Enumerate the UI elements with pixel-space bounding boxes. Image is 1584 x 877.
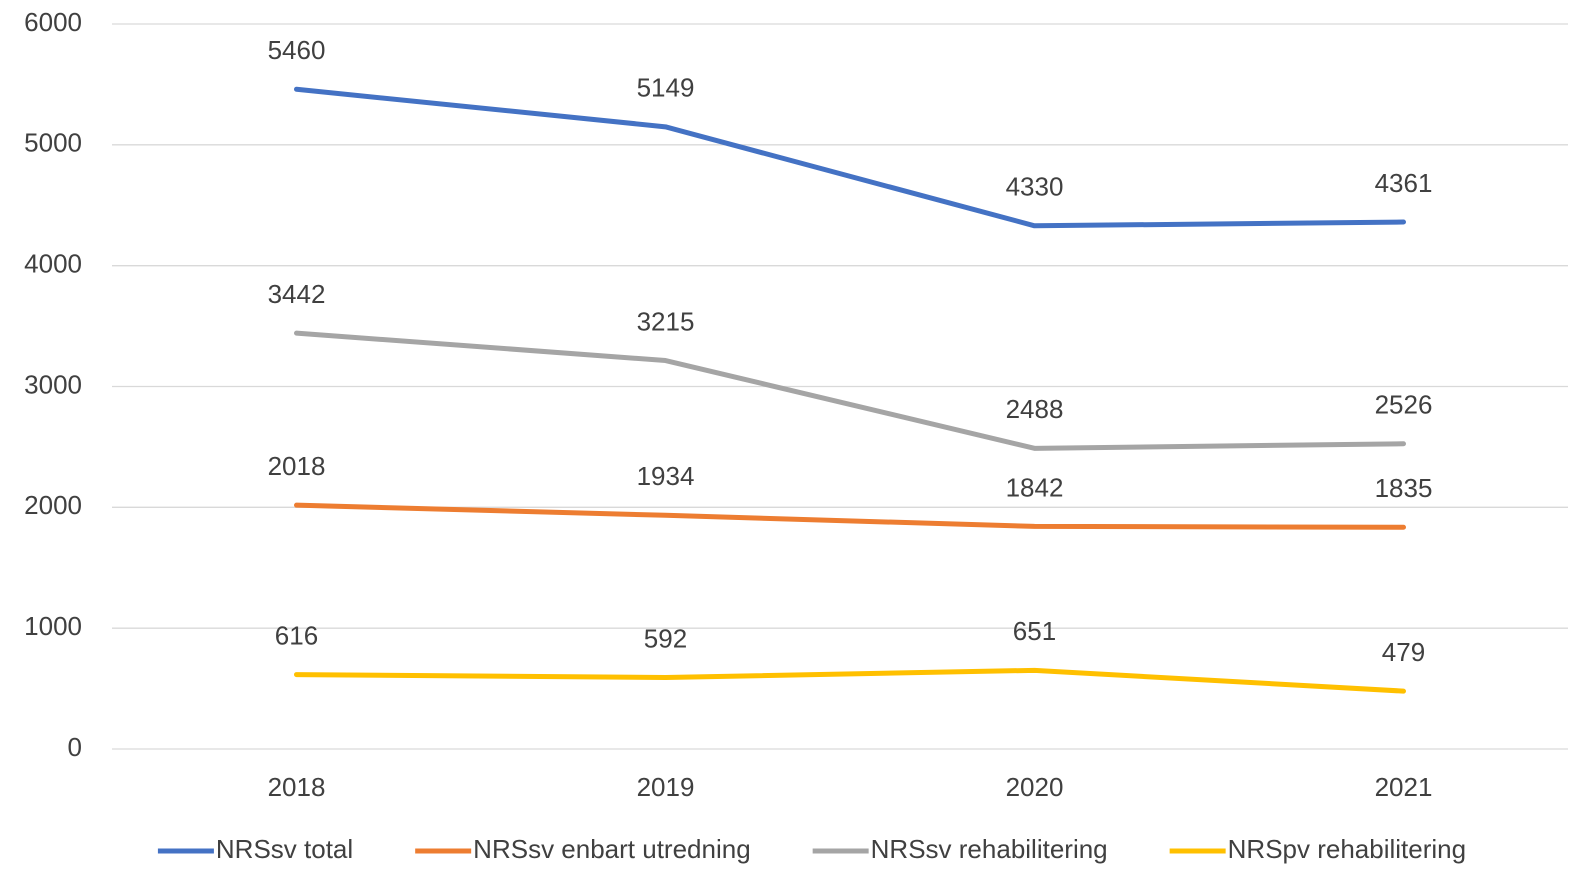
- series-line: [294, 667, 1406, 694]
- x-tick-label: 2019: [637, 772, 695, 802]
- data-label: 4361: [1375, 168, 1433, 198]
- data-label: 3215: [637, 306, 695, 336]
- data-label: 479: [1382, 637, 1425, 667]
- legend-label: NRSpv rehabilitering: [1228, 834, 1466, 864]
- data-label: 592: [644, 623, 687, 653]
- data-label: 1835: [1375, 473, 1433, 503]
- y-tick-label: 3000: [24, 369, 82, 399]
- legend-label: NRSsv total: [216, 834, 353, 864]
- y-tick-label: 2000: [24, 490, 82, 520]
- data-label: 2488: [1006, 394, 1064, 424]
- series-line: [294, 86, 1406, 229]
- x-tick-label: 2018: [268, 772, 326, 802]
- y-tick-label: 4000: [24, 249, 82, 279]
- data-label: 616: [275, 620, 318, 650]
- x-tick-label: 2021: [1375, 772, 1433, 802]
- data-label: 3442: [268, 279, 326, 309]
- data-label: 5149: [637, 73, 695, 103]
- y-tick-label: 0: [68, 732, 82, 762]
- y-tick-label: 6000: [24, 7, 82, 37]
- y-tick-label: 1000: [24, 611, 82, 641]
- data-label: 2526: [1375, 390, 1433, 420]
- data-label: 651: [1013, 616, 1056, 646]
- legend-label: NRSsv enbart utredning: [473, 834, 750, 864]
- data-label: 1934: [637, 461, 695, 491]
- series-line: [294, 502, 1406, 530]
- data-label: 2018: [268, 451, 326, 481]
- series-line: [294, 330, 1406, 451]
- data-label: 5460: [268, 35, 326, 65]
- x-tick-label: 2020: [1006, 772, 1064, 802]
- legend-label: NRSsv rehabilitering: [871, 834, 1108, 864]
- y-tick-label: 5000: [24, 128, 82, 158]
- data-label: 4330: [1006, 172, 1064, 202]
- data-label: 1842: [1006, 472, 1064, 502]
